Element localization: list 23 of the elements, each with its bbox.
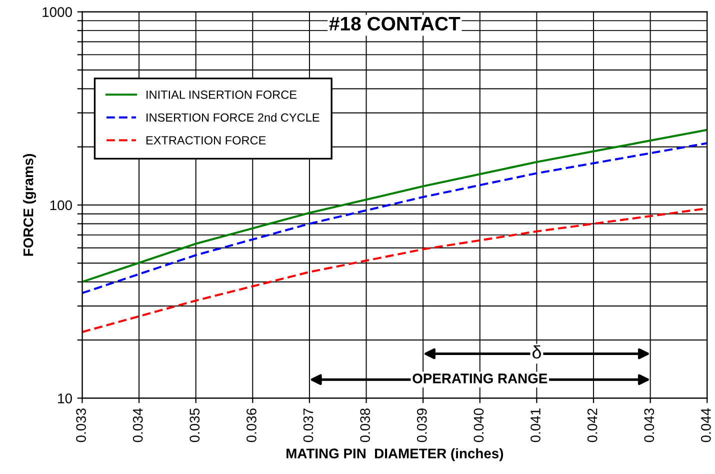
legend-label: INITIAL INSERTION FORCE — [146, 90, 297, 99]
x-tick-label: 0.037 — [303, 408, 314, 442]
x-tick-label: 0.035 — [190, 408, 200, 442]
x-tick-label: 0.043 — [644, 408, 654, 442]
x-tick-label: 0.040 — [474, 408, 484, 442]
x-tick-label: 0.036 — [246, 408, 256, 442]
annotation: δ — [532, 345, 541, 359]
y-tick-label: 10 — [58, 393, 72, 404]
x-tick-label: 0.039 — [416, 408, 427, 442]
x-tick-label: 0.038 — [360, 408, 370, 442]
legend-label: INSERTION FORCE 2nd CYCLE — [146, 113, 320, 122]
x-tick-label: 0.042 — [587, 408, 598, 442]
x-tick-label: 0.033 — [76, 408, 86, 442]
annotation: OPERATING RANGE — [412, 374, 548, 384]
legend-label: EXTRACTION FORCE — [146, 136, 266, 145]
x-tick-label: 0.034 — [132, 408, 143, 442]
x-tick-label: 0.041 — [530, 408, 540, 442]
y-tick-label: 1000 — [42, 7, 72, 18]
chart-title: #18 CONTACT — [329, 16, 460, 31]
y-tick-label: 100 — [50, 200, 72, 210]
x-axis-title: MATING PIN DIAMETER (inches) — [286, 448, 504, 462]
x-tick-label: 0.044 — [701, 408, 711, 442]
y-axis-title: FORCE (grams) — [23, 154, 36, 256]
